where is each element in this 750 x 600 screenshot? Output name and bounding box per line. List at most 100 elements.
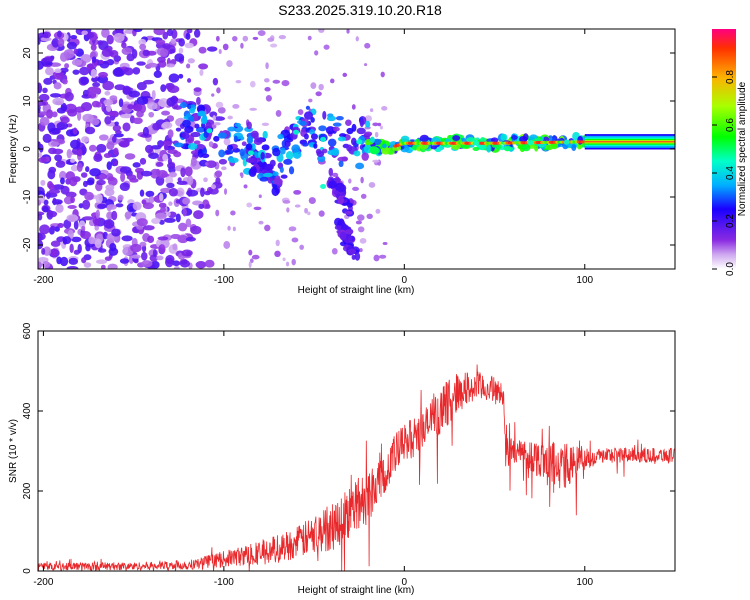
heatmap-noise-cell: [265, 95, 272, 102]
heatmap-noise-cell: [167, 129, 174, 139]
heatmap-noise-cell: [122, 122, 131, 132]
heatmap-noise-cell: [97, 203, 107, 209]
heatmap-peak-cell: [473, 140, 480, 146]
heatmap-noise-cell: [139, 157, 147, 165]
heatmap-xtick-label: -100: [214, 275, 234, 286]
heatmap-noise-cell: [168, 171, 177, 178]
heatmap-ridge-cell: [430, 145, 438, 150]
heatmap-noise-cell: [84, 126, 96, 135]
heatmap-noise-cell: [363, 63, 368, 67]
heatmap-ridge-cell: [486, 144, 492, 153]
heatmap-noise-cell: [167, 149, 178, 154]
heatmap-ridge-cell: [361, 152, 369, 161]
heatmap-peak-cell: [206, 128, 213, 134]
heatmap-noise-cell: [98, 71, 109, 78]
heatmap-noise-cell: [79, 66, 90, 76]
heatmap-noise-cell: [372, 159, 380, 163]
heatmap-noise-cell: [51, 111, 58, 118]
heatmap-ridge-cell: [466, 137, 476, 143]
heatmap-ridge-cell: [283, 158, 293, 165]
heatmap-noise-cell: [359, 237, 367, 244]
snr-ytick-label: 600: [22, 322, 33, 339]
heatmap-noise-cell: [368, 182, 376, 188]
heatmap-noise-cell: [57, 37, 65, 48]
heatmap-noise-cell: [232, 103, 240, 109]
heatmap-noise-cell: [151, 217, 161, 225]
heatmap-peak-cell: [247, 150, 254, 156]
heatmap-noise-cell: [232, 226, 236, 232]
heatmap-noise-cell: [360, 193, 367, 199]
heatmap-noise-cell: [139, 189, 145, 197]
heatmap-ridge-cell: [500, 133, 508, 142]
heatmap-noise-cell: [160, 84, 167, 93]
heatmap-noise-cell: [258, 220, 264, 225]
heatmap-noise-cell: [132, 201, 142, 211]
heatmap-ridge-cell: [279, 147, 286, 155]
heatmap-ridge-cell: [184, 125, 194, 134]
colorbar-label: Normalized spectral amplitude: [737, 81, 748, 216]
heatmap-noise-cell: [112, 135, 117, 143]
heatmap-noise-cell: [38, 213, 43, 221]
heatmap-ridge-cell: [218, 158, 228, 165]
heatmap-ridge-cell: [503, 146, 514, 151]
heatmap-noise-cell: [157, 56, 166, 63]
heatmap-noise-cell: [307, 211, 311, 216]
heatmap-noise-cell: [190, 225, 202, 235]
heatmap-noise-cell: [69, 139, 81, 149]
heatmap-ridge-cell: [412, 144, 417, 150]
heatmap-noise-cell: [216, 87, 221, 94]
heatmap-noise-cell: [205, 160, 217, 168]
heatmap-noise-cell: [315, 91, 322, 97]
heatmap-noise-cell: [226, 60, 233, 68]
heatmap-ridge-cell: [337, 156, 348, 162]
heatmap-noise-cell: [249, 80, 256, 88]
heatmap-noise-cell: [307, 35, 312, 41]
heatmap-noise-cell: [181, 249, 193, 257]
heatmap-noise-cell: [282, 257, 286, 262]
heatmap-noise-cell: [160, 206, 166, 213]
heatmap-noise-cell: [141, 260, 153, 268]
heatmap-noise-cell: [99, 134, 109, 141]
heatmap-ridge-cell: [288, 166, 295, 175]
heatmap-noise-cell: [351, 104, 356, 110]
heatmap-noise-cell: [142, 126, 149, 137]
heatmap-noise-cell: [166, 29, 174, 37]
snr-ytick-label: 0: [22, 568, 33, 574]
heatmap-noise-cell: [38, 36, 41, 45]
heatmap-noise-cell: [136, 81, 147, 91]
heatmap-noise-cell: [204, 259, 215, 268]
heatmap-ridge-cell: [309, 129, 316, 135]
heatmap-noise-cell: [265, 62, 269, 70]
heatmap-ridge-cell: [322, 110, 327, 120]
heatmap-noise-cell: [120, 113, 132, 119]
heatmap-ridge-cell: [303, 111, 314, 120]
heatmap-noise-cell: [166, 97, 176, 107]
heatmap-noise-cell: [148, 196, 155, 204]
heatmap-noise-cell: [60, 116, 70, 124]
heatmap-noise-cell: [62, 78, 68, 85]
heatmap-noise-cell: [64, 63, 70, 69]
heatmap-noise-cell: [40, 179, 46, 186]
heatmap-noise-cell: [38, 239, 44, 250]
heatmap-ridge-cell: [291, 144, 301, 153]
heatmap-noise-cell: [107, 176, 115, 182]
heatmap-ridge-cell: [277, 133, 284, 140]
heatmap-ridge-cell: [310, 133, 318, 140]
heatmap-noise-cell: [159, 48, 169, 58]
heatmap-ridge-cell: [201, 153, 210, 159]
heatmap-noise-cell: [253, 206, 262, 211]
heatmap-ridge-cell: [346, 144, 353, 152]
heatmap-noise-cell: [286, 207, 290, 213]
heatmap-noise-cell: [63, 219, 72, 229]
heatmap-noise-cell: [81, 30, 88, 36]
heatmap-ridge-cell: [213, 135, 220, 142]
heatmap-noise-cell: [208, 141, 214, 148]
heatmap-noise-cell: [215, 177, 221, 185]
heatmap-noise-cell: [76, 162, 83, 172]
heatmap-noise-cell: [230, 210, 236, 216]
heatmap-noise-cell: [59, 67, 69, 73]
snr-y-ticks: 0 200 400 600: [22, 322, 675, 574]
heatmap-noise-cell: [272, 79, 281, 84]
heatmap-noise-cell: [205, 161, 209, 166]
